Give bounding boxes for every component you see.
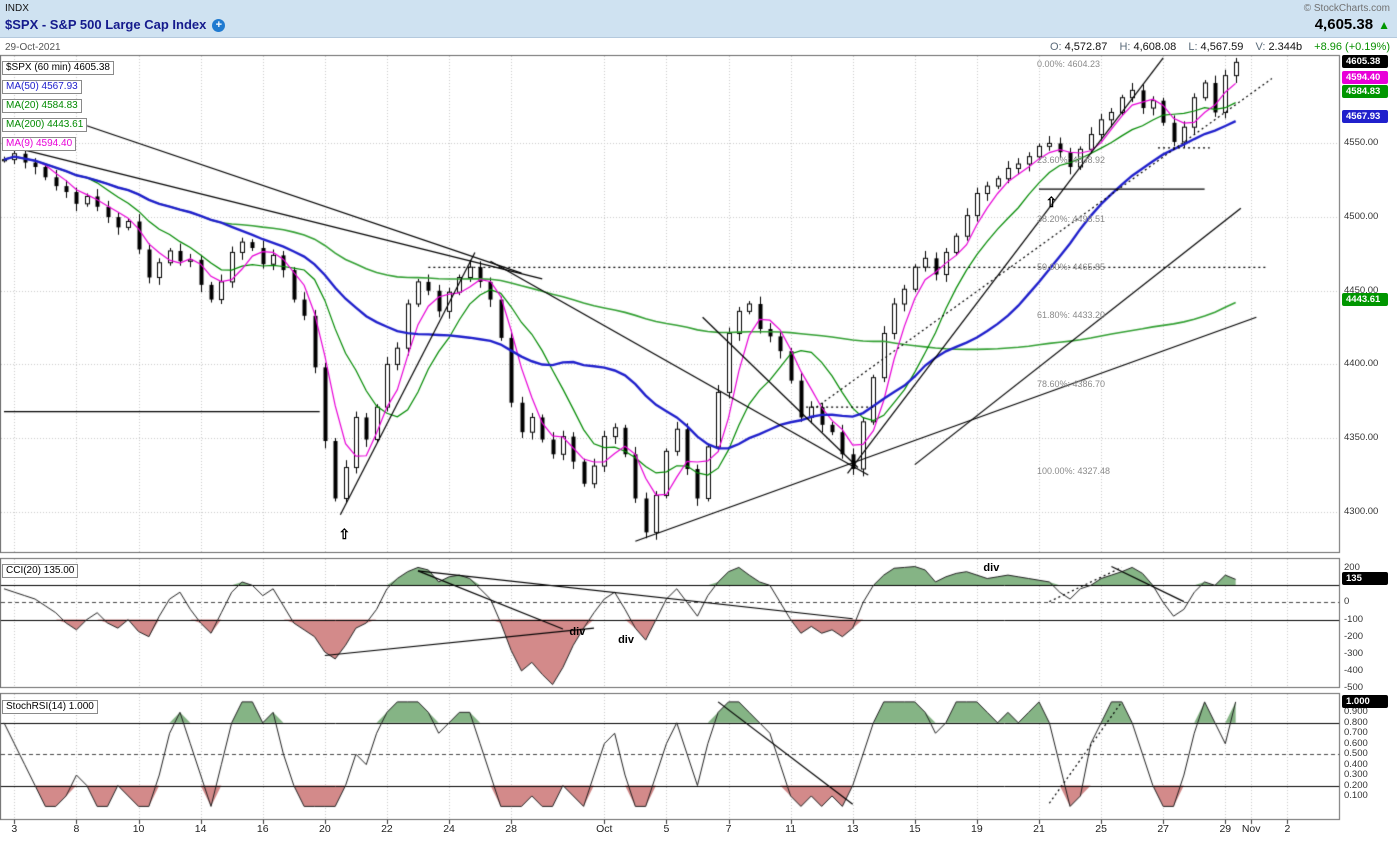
volume-label: V: [1255,41,1266,53]
price-legend: $SPX (60 min) 4605.38 MA(50) 4567.93 MA(… [2,57,114,152]
ohlc-row: O: 4,572.87 H: 4,608.08 L: 4,567.59 V: 2.344… [1041,41,1390,53]
legend-spx: $SPX (60 min) 4605.38 [2,61,114,75]
chart-date: 29-Oct-2021 [5,42,61,53]
low-value: 4,567.59 [1200,41,1244,53]
open-label: O: [1049,41,1062,53]
exchange-label: INDX [5,3,29,14]
open-value: 4,572.87 [1064,41,1108,53]
legend-ma200: MA(200) 4443.61 [2,118,88,132]
low-label: L: [1188,41,1198,53]
stochrsi-legend: StochRSI(14) 1.000 [2,696,98,715]
up-triangle-icon: ▲ [1378,18,1390,32]
legend-ma50: MA(50) 4567.93 [2,80,82,94]
cci-legend: CCI(20) 135.00 [2,560,79,579]
high-value: 4,608.08 [1133,41,1177,53]
last-price-row: 4,605.38 ▲ [1315,16,1390,33]
legend-ma20: MA(20) 4584.83 [2,99,82,113]
volume-value: 2.344b [1268,41,1303,53]
last-price: 4,605.38 [1314,16,1374,33]
page-title: $SPX - S&P 500 Large Cap Index [5,17,207,32]
legend-cci: CCI(20) 135.00 [2,564,79,578]
title-row: $SPX - S&P 500 Large Cap Index + [5,17,226,33]
high-label: H: [1119,41,1131,53]
legend-stochrsi: StochRSI(14) 1.000 [2,700,98,714]
copyright: © StockCharts.com [1303,3,1390,14]
change-value: +8.96 (+0.19%) [1314,41,1390,53]
annotate-plus-icon[interactable]: + [212,19,226,33]
chart-header: INDX $SPX - S&P 500 Large Cap Index + © S… [0,0,1397,38]
legend-ma9: MA(9) 4594.40 [2,137,77,151]
